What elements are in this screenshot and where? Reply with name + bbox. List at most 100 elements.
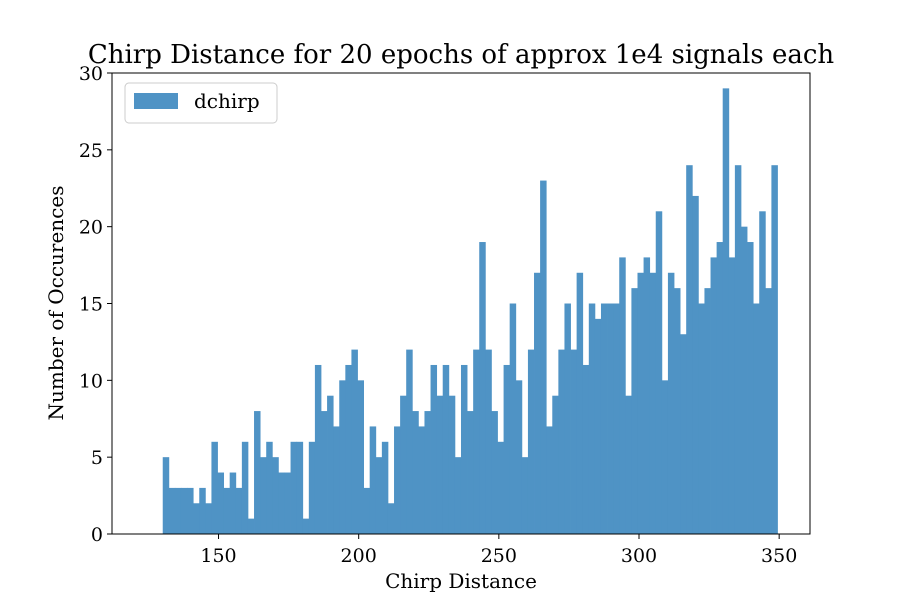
histogram-bar bbox=[418, 426, 425, 534]
histogram-bar bbox=[509, 303, 517, 534]
histogram-bar bbox=[180, 487, 188, 534]
y-tick-label: 30 bbox=[79, 63, 103, 85]
histogram-bar bbox=[284, 472, 291, 534]
histogram-bar bbox=[728, 257, 736, 534]
histogram-bar bbox=[631, 288, 638, 534]
histogram-bar bbox=[351, 349, 358, 534]
histogram-bar bbox=[552, 395, 559, 534]
x-axis-title: Chirp Distance bbox=[385, 569, 537, 593]
y-tick-label: 20 bbox=[79, 217, 103, 239]
legend-swatch bbox=[134, 93, 178, 109]
histogram-bar bbox=[272, 457, 279, 534]
legend-label: dchirp bbox=[194, 89, 260, 113]
histogram-bar bbox=[661, 380, 669, 534]
bars-group bbox=[162, 88, 778, 535]
histogram-bar bbox=[637, 272, 644, 534]
histogram-bar bbox=[546, 426, 553, 534]
histogram-bar bbox=[430, 364, 438, 534]
histogram-bar bbox=[600, 303, 608, 534]
histogram-bar bbox=[582, 364, 590, 534]
histogram-bar bbox=[479, 242, 486, 535]
histogram-bar bbox=[722, 88, 730, 534]
histogram-bar bbox=[290, 441, 298, 534]
histogram-bar bbox=[740, 226, 748, 534]
histogram-bar bbox=[260, 457, 267, 534]
histogram-bar bbox=[302, 518, 310, 534]
histogram-bar bbox=[747, 242, 754, 535]
histogram-bar bbox=[643, 257, 651, 534]
histogram-bar bbox=[345, 364, 352, 534]
histogram-bar bbox=[424, 411, 431, 534]
histogram-bar bbox=[655, 211, 663, 535]
histogram-bar bbox=[254, 411, 261, 534]
histogram-bar bbox=[667, 272, 675, 534]
histogram-bar bbox=[588, 303, 596, 534]
histogram-bar bbox=[217, 472, 225, 534]
histogram-bar bbox=[491, 411, 498, 534]
y-tick-label: 15 bbox=[79, 294, 103, 316]
histogram-bar bbox=[771, 165, 778, 534]
x-tick-label: 200 bbox=[341, 545, 377, 567]
histogram-bar bbox=[540, 180, 547, 535]
histogram-bar bbox=[266, 441, 273, 534]
histogram-bar bbox=[497, 441, 504, 534]
histogram-bar bbox=[649, 272, 657, 534]
histogram-bar bbox=[503, 364, 511, 534]
x-axis: 150 200 250 300 350 bbox=[200, 534, 797, 567]
histogram-bar bbox=[698, 303, 705, 534]
histogram-bar bbox=[223, 487, 231, 534]
histogram-bar bbox=[467, 411, 474, 534]
histogram-bar bbox=[607, 303, 614, 534]
histogram-bar bbox=[710, 257, 718, 534]
legend: dchirp bbox=[124, 82, 278, 124]
histogram-bar bbox=[692, 195, 699, 534]
histogram-bar bbox=[394, 426, 401, 534]
histogram-bar bbox=[460, 364, 468, 534]
x-tick-label: 300 bbox=[621, 545, 657, 567]
histogram-bar bbox=[448, 395, 456, 534]
histogram-bar bbox=[375, 457, 383, 534]
histogram-bar bbox=[400, 395, 407, 534]
histogram-bar bbox=[199, 487, 206, 534]
histogram-bar bbox=[369, 426, 377, 534]
histogram-bar bbox=[241, 441, 249, 534]
histogram-bar bbox=[515, 380, 523, 534]
histogram-bar bbox=[436, 395, 444, 534]
histogram-bar bbox=[734, 165, 742, 534]
histogram-bar bbox=[759, 211, 766, 535]
histogram-bar bbox=[625, 395, 632, 534]
histogram-bar bbox=[570, 349, 578, 534]
histogram-bar bbox=[357, 380, 364, 534]
histogram-bar bbox=[387, 503, 395, 534]
histogram-bar bbox=[308, 441, 316, 534]
histogram-bar bbox=[211, 441, 218, 534]
histogram-bar bbox=[485, 349, 492, 534]
histogram-bar bbox=[229, 472, 237, 534]
histogram-bar bbox=[168, 487, 176, 534]
histogram-bar bbox=[704, 288, 711, 534]
histogram-bar bbox=[187, 487, 194, 534]
histogram-bar bbox=[765, 288, 772, 534]
histogram-bar bbox=[412, 411, 419, 534]
y-tick-label: 25 bbox=[79, 140, 103, 162]
histogram-bar bbox=[174, 487, 182, 534]
histogram-bar bbox=[278, 472, 285, 534]
histogram-bar bbox=[454, 457, 462, 534]
histogram-bar bbox=[576, 272, 584, 534]
y-tick-label: 0 bbox=[91, 524, 103, 546]
chart-title: Chirp Distance for 20 epochs of approx 1… bbox=[88, 40, 835, 70]
histogram-bar bbox=[205, 503, 212, 534]
histogram-bar bbox=[613, 303, 620, 534]
histogram-bar bbox=[674, 288, 681, 534]
histogram-bar bbox=[686, 165, 693, 534]
histogram-bar bbox=[381, 441, 389, 534]
x-tick-label: 350 bbox=[761, 545, 797, 567]
histogram-bar bbox=[314, 364, 322, 534]
histogram-bar bbox=[558, 349, 565, 534]
histogram-bar bbox=[753, 303, 760, 534]
histogram-bar bbox=[327, 395, 334, 534]
histogram-bar bbox=[363, 487, 371, 534]
histogram-bar bbox=[594, 318, 602, 534]
histogram-bar bbox=[406, 349, 413, 534]
